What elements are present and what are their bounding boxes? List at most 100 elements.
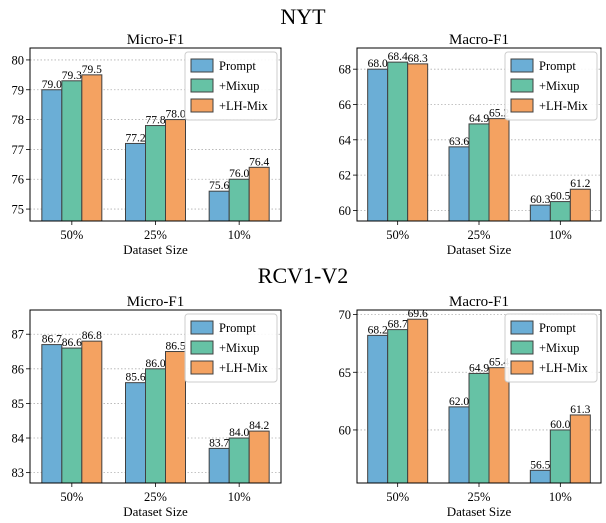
bar-lh-mix bbox=[165, 351, 186, 484]
x-axis-label: Dataset Size bbox=[447, 504, 512, 519]
data-label: 60.3 bbox=[530, 194, 550, 206]
section-title-nyt: NYT bbox=[280, 4, 326, 29]
data-label: 84.2 bbox=[249, 420, 269, 432]
y-tick-label: 79 bbox=[12, 83, 25, 97]
x-tick-label: 10% bbox=[228, 490, 251, 504]
data-label: 76.4 bbox=[249, 156, 269, 168]
data-label: 65.2 bbox=[489, 108, 509, 120]
x-axis-label: Dataset Size bbox=[123, 504, 188, 519]
plot-frame bbox=[29, 47, 282, 222]
y-tick-label: 60 bbox=[339, 204, 352, 218]
legend-swatch bbox=[510, 98, 534, 113]
y-tick-label: 77 bbox=[12, 143, 25, 157]
data-label: 65.4 bbox=[489, 357, 509, 369]
data-label: 78.0 bbox=[165, 109, 185, 121]
x-tick-label: 10% bbox=[549, 228, 572, 242]
legend-label: +LH-Mix bbox=[219, 361, 268, 375]
data-label: 60.0 bbox=[550, 419, 570, 431]
data-label: 86.7 bbox=[42, 334, 62, 346]
legend-swatch bbox=[510, 360, 534, 375]
data-label: 68.4 bbox=[388, 51, 408, 63]
data-label: 68.3 bbox=[408, 53, 428, 65]
y-tick-label: 76 bbox=[12, 173, 25, 187]
plot-frame bbox=[356, 309, 602, 484]
data-label: 79.3 bbox=[62, 70, 82, 82]
legend-swatch bbox=[510, 58, 534, 73]
bar-mixup bbox=[468, 372, 490, 484]
bar-mixup bbox=[468, 123, 490, 222]
bar-mixup bbox=[228, 178, 250, 222]
y-tick-label: 65 bbox=[339, 366, 352, 380]
data-label: 68.0 bbox=[368, 58, 388, 70]
data-label: 75.6 bbox=[209, 180, 229, 192]
y-tick-label: 64 bbox=[339, 133, 352, 147]
bar-lh-mix bbox=[488, 367, 510, 484]
data-label: 77.8 bbox=[145, 115, 165, 127]
section-title-rcv1: RCV1-V2 bbox=[258, 263, 348, 288]
bar-prompt bbox=[448, 146, 470, 222]
data-label: 68.2 bbox=[368, 324, 388, 336]
y-tick-label: 83 bbox=[12, 466, 25, 480]
x-axis-label: Dataset Size bbox=[123, 242, 188, 257]
chart-panels: Micro-F1 75 76 77 78 79 80 50% 79.079.3 79.5 25% 77… bbox=[12, 32, 602, 519]
legend-swatch bbox=[190, 320, 214, 335]
plot-frame bbox=[29, 309, 282, 484]
bar-prompt bbox=[41, 89, 63, 222]
legend-label: Prompt bbox=[539, 321, 576, 335]
bar-prompt bbox=[448, 406, 470, 484]
y-tick-label: 87 bbox=[12, 328, 25, 342]
bar-lh-mix bbox=[81, 340, 103, 484]
bar-mixup bbox=[387, 61, 409, 222]
data-label: 85.6 bbox=[125, 372, 145, 384]
data-label: 79.5 bbox=[82, 64, 102, 76]
legend-swatch bbox=[190, 340, 214, 355]
bar-prompt bbox=[125, 382, 146, 484]
plot-frame bbox=[356, 47, 602, 222]
data-label: 63.6 bbox=[449, 136, 469, 148]
legend-label: +Mixup bbox=[219, 79, 259, 93]
legend-swatch bbox=[510, 320, 534, 335]
y-tick-label: 68 bbox=[339, 63, 352, 77]
bar-mixup bbox=[145, 368, 166, 484]
data-label: 76.0 bbox=[229, 168, 249, 180]
data-label: 86.0 bbox=[145, 358, 165, 370]
bar-lh-mix bbox=[407, 63, 429, 222]
bar-mixup bbox=[145, 125, 166, 222]
legend: Prompt +Mixup +LH-Mix bbox=[504, 51, 598, 121]
chart-title: Micro-F1 bbox=[127, 294, 185, 310]
legend-label: Prompt bbox=[539, 59, 576, 73]
bar-lh-mix bbox=[569, 188, 591, 222]
data-label: 79.0 bbox=[42, 79, 62, 91]
data-label: 84.0 bbox=[229, 427, 249, 439]
chart-panel-1: Micro-F1 75 76 77 78 79 80 50% 79.079.3 79.5 25% 77… bbox=[12, 32, 282, 257]
data-label: 56.5 bbox=[530, 459, 550, 471]
chart-panel-3: Micro-F1 83 84 85 86 87 50% 86.7 86.686.8 25% 85.6… bbox=[12, 294, 282, 519]
legend-swatch bbox=[190, 98, 214, 113]
bar-lh-mix bbox=[248, 430, 270, 484]
bar-prompt bbox=[529, 204, 551, 222]
data-label: 86.5 bbox=[165, 341, 185, 353]
bar-lh-mix bbox=[569, 414, 591, 484]
bar-prompt bbox=[125, 142, 146, 222]
legend-label: +LH-Mix bbox=[539, 99, 588, 113]
bar-prompt bbox=[208, 447, 230, 484]
data-label: 86.6 bbox=[62, 337, 82, 349]
x-axis-label: Dataset Size bbox=[447, 242, 512, 257]
legend: Prompt +Mixup +LH-Mix bbox=[504, 313, 598, 383]
data-label: 77.2 bbox=[125, 132, 145, 144]
y-tick-label: 80 bbox=[12, 53, 25, 67]
bar-lh-mix bbox=[165, 119, 186, 222]
chart-title: Micro-F1 bbox=[127, 32, 185, 48]
legend-swatch bbox=[510, 78, 534, 93]
y-tick-label: 85 bbox=[12, 397, 25, 411]
bar-mixup bbox=[228, 437, 250, 484]
legend: Prompt +Mixup +LH-Mix bbox=[184, 51, 278, 121]
bar-mixup bbox=[549, 429, 571, 484]
chart-title: Macro-F1 bbox=[449, 294, 509, 310]
y-tick-label: 62 bbox=[339, 169, 352, 183]
legend-label: +LH-Mix bbox=[219, 99, 268, 113]
legend-swatch bbox=[190, 78, 214, 93]
legend-swatch bbox=[190, 360, 214, 375]
legend-label: +LH-Mix bbox=[539, 361, 588, 375]
